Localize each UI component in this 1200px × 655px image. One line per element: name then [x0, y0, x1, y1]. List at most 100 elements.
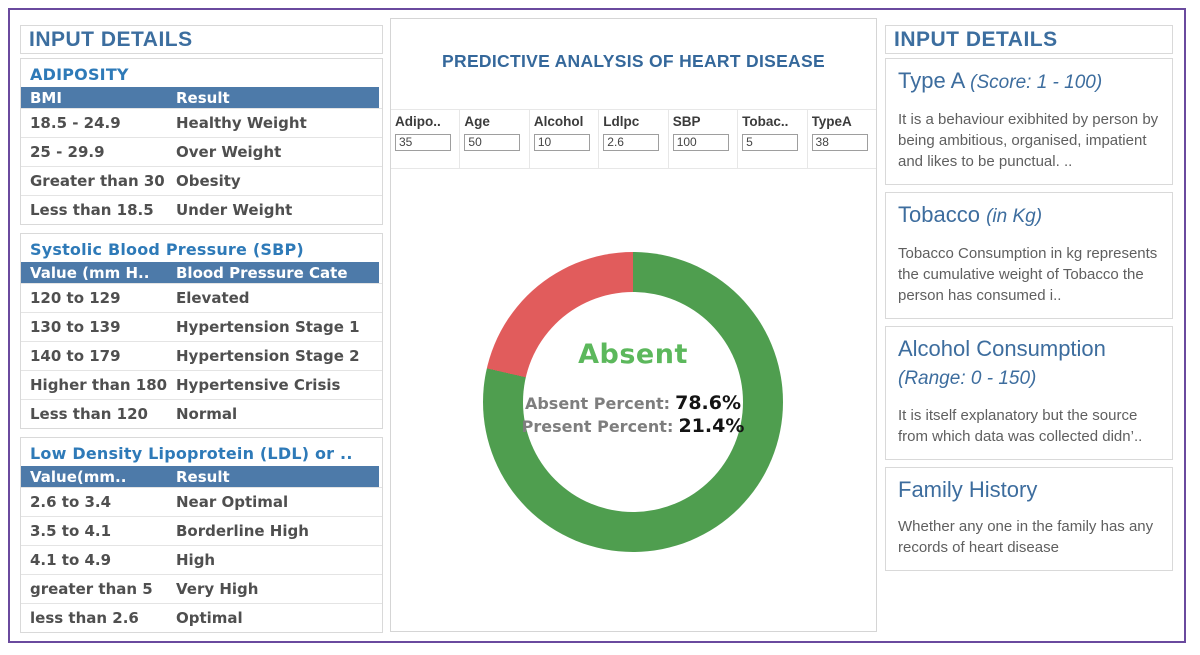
table-cell: 140 to 179 — [21, 347, 176, 365]
table-cell-text: greater than 5 — [30, 580, 153, 598]
table-cell-text: less than 2.6 — [30, 609, 139, 627]
table-cell: 2.6 to 3.4 — [21, 493, 176, 511]
parameter-cell: Ldlpc — [598, 110, 667, 168]
table-row: less than 2.6 Optimal — [21, 603, 382, 632]
column-header-label: Blood Pressure Cate — [176, 263, 348, 282]
table-cell-text: Less than 18.5 — [30, 201, 154, 219]
parameter-input-ldlpc[interactable] — [603, 133, 660, 151]
parameter-input-row: Adipo.. Age Alcohol Ldlpc SBP Tobac.. TypeA — [391, 109, 876, 169]
table-cell: Borderline High — [176, 522, 382, 540]
table-cell-text: 140 to 179 — [30, 347, 121, 365]
table-row: 130 to 139 Hypertension Stage 1 — [21, 312, 382, 341]
table-cell: Greater than 30 — [21, 172, 176, 190]
absent-percent-line: Absent Percent: 78.6% — [522, 392, 745, 415]
table-cell: less than 2.6 — [21, 609, 176, 627]
column-header-cell: BMI — [21, 89, 176, 107]
table-cell-text: 120 to 129 — [30, 289, 121, 307]
left-input-details-panel: INPUT DETAILS ADIPOSITY BMI Result 18.5 - 2… — [20, 25, 383, 641]
table-row: Greater than 30 Obesity — [21, 166, 382, 195]
reference-table: ADIPOSITY BMI Result 18.5 - 24.9 Healthy Wei… — [20, 58, 383, 225]
table-cell: Optimal — [176, 609, 382, 627]
table-row: 140 to 179 Hypertension Stage 2 — [21, 341, 382, 370]
parameter-input-sbp[interactable] — [672, 133, 729, 151]
section-body-text: It is itself explanatory but the source … — [898, 407, 1143, 445]
table-cell: Less than 18.5 — [21, 201, 176, 219]
parameter-input-age[interactable] — [464, 133, 521, 151]
parameter-cell: Alcohol — [528, 110, 598, 168]
table-cell: 120 to 129 — [21, 289, 176, 307]
section-title: Type A (Score: 1 - 100) — [898, 67, 1160, 97]
table-cell-text: Obesity — [176, 172, 241, 190]
table-cell: Hypertension Stage 1 — [176, 318, 382, 336]
table-column-header: Value (mm H.. Blood Pressure Cate — [21, 262, 379, 283]
parameter-input-alcohol[interactable] — [533, 133, 590, 151]
column-header-cell: Result — [176, 468, 379, 486]
table-cell: 4.1 to 4.9 — [21, 551, 176, 569]
table-cell: 3.5 to 4.1 — [21, 522, 176, 540]
table-cell: Normal — [176, 405, 382, 423]
section-title: Alcohol Consumption (Range: 0 - 150) — [898, 335, 1160, 393]
table-cell-text: 130 to 139 — [30, 318, 121, 336]
reference-table: Low Density Lipoprotein (LDL) or .. Value… — [20, 437, 383, 633]
parameter-cell: TypeA — [806, 110, 876, 168]
table-title: Low Density Lipoprotein (LDL) or .. — [30, 444, 353, 463]
parameter-cell: Age — [459, 110, 528, 168]
present-percent-line: Present Percent: 21.4% — [522, 415, 745, 438]
table-cell-text: Very High — [176, 580, 259, 598]
section-title-text: Tobacco — [898, 202, 987, 227]
section-title-note: (Score: 1 - 100) — [970, 72, 1103, 93]
column-header-label: Value (mm H.. — [30, 263, 150, 282]
section-title-note: (in Kg) — [986, 206, 1043, 227]
table-cell-text: 25 - 29.9 — [30, 143, 105, 161]
table-row: 120 to 129 Elevated — [21, 283, 382, 312]
right-panel-header-label: INPUT DETAILS — [894, 27, 1058, 51]
reference-tables-container: ADIPOSITY BMI Result 18.5 - 24.9 Healthy Wei… — [20, 58, 383, 633]
heart-disease-donut-chart[interactable]: Absent Absent Percent: 78.6% Present Per… — [483, 252, 783, 552]
table-row: 2.6 to 3.4 Near Optimal — [21, 487, 382, 516]
table-cell-text: Higher than 180 — [30, 376, 168, 394]
parameter-label: Tobac.. — [742, 114, 789, 129]
column-header-label: BMI — [30, 88, 62, 107]
present-percent-value: 21.4% — [678, 414, 745, 437]
table-cell-text: 18.5 - 24.9 — [30, 114, 121, 132]
parameter-label: Ldlpc — [603, 114, 640, 129]
section-body-text: Tobacco Consumption in kg represents the… — [898, 245, 1158, 304]
table-cell-text: Elevated — [176, 289, 250, 307]
column-header-cell: Result — [176, 89, 379, 107]
table-title: Systolic Blood Pressure (SBP) — [30, 240, 304, 259]
parameter-input-tobac[interactable] — [742, 133, 799, 151]
table-cell: Hypertensive Crisis — [176, 376, 382, 394]
left-panel-header: INPUT DETAILS — [20, 25, 383, 54]
parameter-input-adipo[interactable] — [395, 133, 451, 151]
description-section: Alcohol Consumption (Range: 0 - 150) It i… — [885, 326, 1173, 460]
column-header-cell: Value (mm H.. — [21, 264, 176, 282]
column-header-label: Value(mm.. — [30, 467, 127, 486]
parameter-label: SBP — [672, 114, 701, 129]
section-title-text: Type A — [898, 68, 971, 93]
section-title: Family History — [898, 476, 1160, 504]
parameter-input-typea[interactable] — [811, 133, 868, 151]
present-percent-label: Present Percent: — [521, 416, 674, 436]
table-row: Higher than 180 Hypertensive Crisis — [21, 370, 382, 399]
table-cell-text: Hypertensive Crisis — [176, 376, 341, 394]
prediction-panel: PREDICTIVE ANALYSIS OF HEART DISEASE Adi… — [390, 18, 877, 632]
parameter-cell: Adipo.. — [391, 110, 459, 168]
table-cell: 25 - 29.9 — [21, 143, 176, 161]
table-cell-text: 3.5 to 4.1 — [30, 522, 112, 540]
table-cell-text: Over Weight — [176, 143, 282, 161]
column-header-label: Result — [176, 88, 230, 107]
table-cell-text: Borderline High — [176, 522, 309, 540]
table-cell-text: Greater than 30 — [30, 172, 165, 190]
table-column-header: BMI Result — [21, 87, 379, 108]
description-section: Type A (Score: 1 - 100) It is a behaviour… — [885, 58, 1173, 185]
section-body-text: It is a behaviour exibhited by person by… — [898, 111, 1159, 170]
parameter-label: Alcohol — [533, 114, 584, 129]
table-cell-text: 2.6 to 3.4 — [30, 493, 112, 511]
table-cell: Under Weight — [176, 201, 382, 219]
table-cell-text: Near Optimal — [176, 493, 289, 511]
table-cell-text: Optimal — [176, 609, 243, 627]
donut-center-text: Absent Absent Percent: 78.6% Present Per… — [522, 339, 745, 438]
table-row: 4.1 to 4.9 High — [21, 545, 382, 574]
table-cell: greater than 5 — [21, 580, 176, 598]
table-row: 25 - 29.9 Over Weight — [21, 137, 382, 166]
